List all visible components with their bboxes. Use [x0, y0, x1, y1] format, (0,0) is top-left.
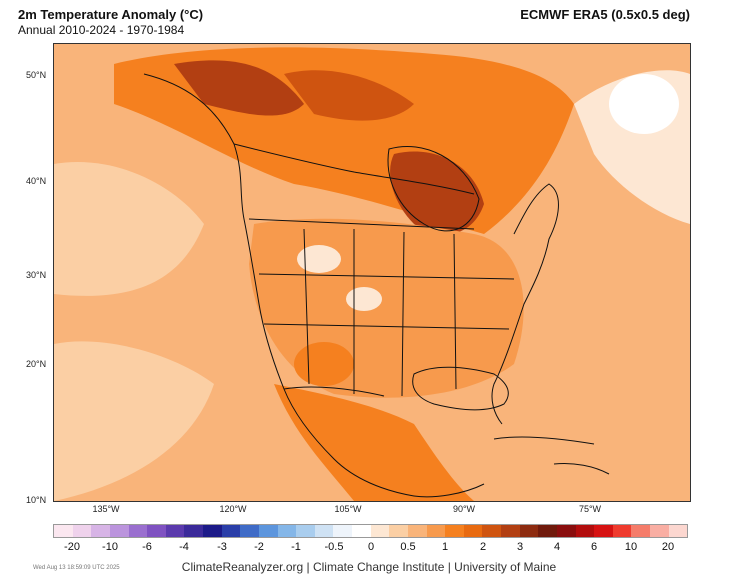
- colorbar-segment: [501, 525, 520, 537]
- colorbar-label: 10: [624, 541, 638, 553]
- lon-label-105w: 105°W: [334, 504, 362, 514]
- lat-label-30n: 30°N: [26, 270, 47, 280]
- pacific-light-band: [54, 162, 204, 296]
- colorbar-label: -2: [254, 541, 264, 553]
- colorbar-label: 3: [516, 541, 524, 553]
- colorbar-segment: [482, 525, 501, 537]
- anomaly-map-svg: [54, 44, 690, 501]
- canada-us-border-north: [233, 143, 475, 195]
- canada-us-border: [248, 218, 475, 230]
- colorbar-label: -0.5: [324, 541, 344, 553]
- lon-label-135w: 135°W: [92, 504, 120, 514]
- colorbar-segment: [519, 525, 539, 537]
- southwest-warm: [294, 342, 354, 386]
- colorbar-label: 0.5: [400, 541, 416, 553]
- colorbar-label: 2: [479, 541, 487, 553]
- colorbar-label: 1: [441, 541, 449, 553]
- colorbar-segment: [594, 525, 613, 537]
- anomaly-map: [53, 43, 691, 502]
- credits-footer: ClimateReanalyzer.org | Climate Change I…: [181, 560, 557, 574]
- colorbar-label: -20: [64, 541, 80, 553]
- mexico-warm-region: [274, 384, 474, 501]
- east-coastline: [491, 183, 559, 425]
- caribbean-islands: [493, 436, 610, 475]
- timestamp: Wed Aug 13 18:59:09 UTC 2025: [33, 565, 120, 571]
- colorbar-segment: [221, 525, 241, 537]
- colorbar-segment: [333, 525, 352, 537]
- colorbar-segment: [407, 525, 427, 537]
- hudson-bay: [387, 145, 480, 232]
- map-subtitle: Annual 2010-2024 - 1970-1984: [18, 23, 185, 37]
- lon-label-90w: 90°W: [452, 504, 476, 514]
- pacific-light-band-south: [54, 341, 214, 501]
- hudson-bay-hot-region: [390, 151, 484, 235]
- colorbar-segment: [258, 525, 278, 537]
- dataset-label: ECMWF ERA5 (0.5x0.5 deg): [520, 7, 690, 22]
- colorbar-label: -6: [142, 541, 152, 553]
- lon-label-75w: 75°W: [578, 504, 602, 514]
- gulf-of-mexico: [412, 366, 509, 411]
- colorbar: [53, 524, 688, 538]
- colorbar-segment: [352, 525, 371, 537]
- colorbar-segment: [389, 525, 408, 537]
- colorbar-segment: [165, 525, 185, 537]
- colorbar-segment: [54, 525, 73, 537]
- lat-label-10n: 10°N: [26, 495, 47, 505]
- colorbar-label: -1: [291, 541, 301, 553]
- colorbar-segment: [445, 525, 464, 537]
- colorbar-label: 0: [367, 541, 375, 553]
- colorbar-segment: [463, 525, 483, 537]
- colorbar-segment: [612, 525, 632, 537]
- colorbar-segment: [240, 525, 259, 537]
- map-title: 2m Temperature Anomaly (°C): [18, 7, 204, 22]
- central-plains-light: [346, 287, 382, 311]
- arctic-archipelago-hot: [284, 70, 414, 121]
- colorbar-segment: [184, 525, 203, 537]
- colorbar-segment: [203, 525, 222, 537]
- colorbar-label: -4: [179, 541, 189, 553]
- colorbar-label: -3: [217, 541, 227, 553]
- lat-label-20n: 20°N: [26, 359, 47, 369]
- colorbar-label: 4: [553, 541, 561, 553]
- colorbar-segment: [128, 525, 148, 537]
- lat-label-50n: 50°N: [26, 70, 47, 80]
- colorbar-segment: [370, 525, 390, 537]
- colorbar-segment: [91, 525, 110, 537]
- colorbar-segment: [538, 525, 557, 537]
- us-mexico-border: [283, 386, 385, 397]
- colorbar-segment: [72, 525, 92, 537]
- state-borders-horizontal: [258, 273, 515, 330]
- colorbar-segment: [296, 525, 315, 537]
- colorbar-label: 20: [661, 541, 675, 553]
- coastlines: [143, 73, 610, 498]
- colorbar-segment: [426, 525, 446, 537]
- colorbar-label: 6: [590, 541, 598, 553]
- colorbar-segment: [147, 525, 166, 537]
- colorbar-segment: [314, 525, 334, 537]
- colorbar-segment: [109, 525, 129, 537]
- northern-plains-light: [297, 245, 341, 273]
- colorbar-segment: [631, 525, 650, 537]
- colorbar-segment: [650, 525, 669, 537]
- colorbar-segment: [277, 525, 297, 537]
- colorbar-segment: [575, 525, 595, 537]
- colorbar-segment: [556, 525, 576, 537]
- lat-label-40n: 40°N: [26, 176, 47, 186]
- colorbar-label: -10: [102, 541, 118, 553]
- north-atlantic-white-patch: [609, 74, 679, 134]
- alaska-hot-region: [174, 60, 304, 116]
- lon-label-120w: 120°W: [219, 504, 247, 514]
- state-borders-vertical: [303, 228, 457, 397]
- colorbar-segment: [668, 525, 688, 537]
